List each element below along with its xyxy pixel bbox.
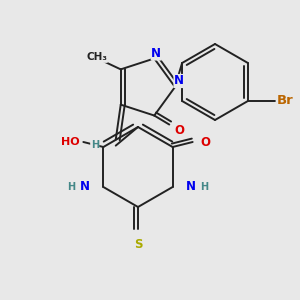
Text: N: N (80, 181, 90, 194)
Text: O: O (174, 124, 184, 137)
Text: S: S (134, 238, 142, 251)
Text: H: H (67, 182, 75, 192)
Text: HO: HO (61, 137, 80, 147)
Text: Br: Br (277, 94, 293, 107)
Text: CH₃: CH₃ (86, 52, 107, 62)
Text: H: H (91, 140, 99, 150)
Text: N: N (151, 47, 161, 60)
Text: N: N (174, 74, 184, 88)
Text: O: O (201, 136, 211, 148)
Text: H: H (201, 182, 209, 192)
Text: N: N (186, 181, 196, 194)
